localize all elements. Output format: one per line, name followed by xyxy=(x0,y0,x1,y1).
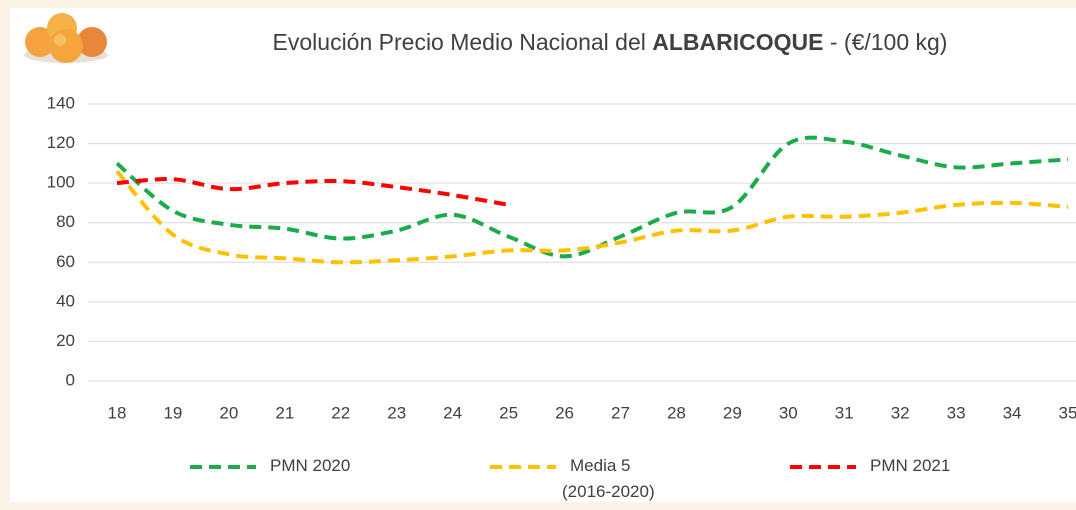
legend-label: PMN 2021 xyxy=(870,456,950,475)
y-tick-label: 40 xyxy=(56,291,75,310)
series-line xyxy=(115,135,1069,259)
series-line xyxy=(116,177,509,207)
apricot-icon xyxy=(24,13,108,63)
x-tick-label: 31 xyxy=(835,403,854,422)
x-tick-label: 20 xyxy=(219,403,238,422)
chart-area xyxy=(10,8,1076,502)
y-tick-label: 20 xyxy=(56,331,75,350)
x-tick-label: 32 xyxy=(891,403,910,422)
x-tick-label: 27 xyxy=(611,403,630,422)
series-line xyxy=(115,169,1069,265)
y-tick-label: 100 xyxy=(47,173,75,192)
x-tick-label: 18 xyxy=(108,403,127,422)
x-tick-label: 34 xyxy=(1003,403,1022,422)
y-tick-label: 80 xyxy=(56,212,75,231)
chart-title: Evolución Precio Medio Nacional del ALBA… xyxy=(273,29,948,55)
x-tick-label: 26 xyxy=(555,403,574,422)
x-tick-label: 22 xyxy=(331,403,350,422)
x-tick-label: 24 xyxy=(443,403,462,422)
x-tick-label: 25 xyxy=(499,403,518,422)
y-tick-label: 0 xyxy=(66,370,75,389)
legend-item: PMN 2020 xyxy=(190,456,350,475)
legend-label: Media 5 (2016-2020) xyxy=(562,456,655,501)
y-tick-label: 120 xyxy=(47,133,75,152)
legend-item: Media 5 (2016-2020) xyxy=(490,456,655,501)
legend-label: PMN 2020 xyxy=(270,456,350,475)
x-tick-label: 19 xyxy=(163,403,182,422)
x-tick-label: 28 xyxy=(667,403,686,422)
x-tick-label: 33 xyxy=(947,403,966,422)
y-tick-label: 60 xyxy=(56,252,75,271)
y-tick-label: 140 xyxy=(47,93,75,112)
x-tick-label: 30 xyxy=(779,403,798,422)
x-tick-label: 35 xyxy=(1059,403,1076,422)
x-tick-label: 21 xyxy=(275,403,294,422)
legend-item: PMN 2021 xyxy=(790,456,950,475)
x-tick-label: 29 xyxy=(723,403,742,422)
x-tick-label: 23 xyxy=(387,403,406,422)
